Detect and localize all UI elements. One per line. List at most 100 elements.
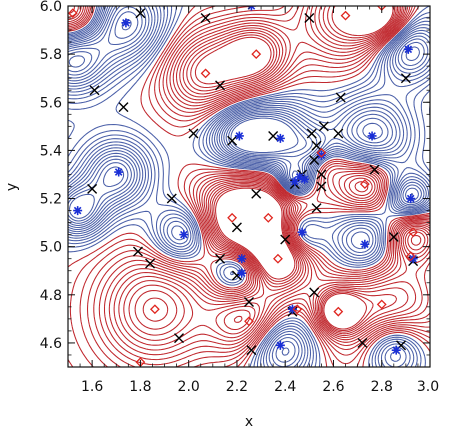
minimum-marker [121,18,131,28]
saddle-point-marker [227,135,238,146]
minimum-marker [316,150,326,160]
saddle-point-marker [316,169,327,180]
x-tick-label: 3.0 [417,379,439,395]
saddle-point-marker [246,345,257,356]
minima-contour-3 [68,6,430,367]
maximum-marker [292,304,303,315]
x-axis-label: x [245,414,253,430]
minima-contour-11 [68,6,420,224]
maxima-contour-2 [68,6,430,367]
minima-contour-7 [68,6,430,367]
saddle-point-marker [174,333,185,344]
y-tick-label: 4.6 [40,336,62,352]
saddle-point-marker [244,297,254,308]
minimum-marker [295,172,305,182]
saddle-point-marker [369,164,380,175]
maximum-marker [149,304,160,315]
minima-contour-9 [68,6,429,356]
saddle-point-marker [311,140,322,151]
saddle-point-marker [215,253,226,264]
x-tick-label: 1.6 [81,379,103,395]
saddle-point-marker [318,121,329,132]
y-tick-label: 5.4 [40,143,62,159]
saddle-point-marker [304,13,315,24]
maxima-contour-5 [68,6,430,366]
saddle-point-marker [388,232,399,243]
x-tick-labels: 1.6 1.8 2.0 2.2 2.4 2.6 2.8 3.0 [81,379,439,395]
minimum-marker [300,174,310,184]
minimum-marker [367,131,377,141]
saddle-point-marker [188,128,199,139]
maxima-contour-12 [134,6,426,332]
saddle-point-marker [145,258,156,269]
maxima-contour-13 [142,6,422,330]
saddle-point-marker [135,8,146,19]
minimum-marker [275,133,285,143]
saddle-point-marker [89,85,100,96]
saddle-point-marker [280,234,291,245]
saddle-point-marker [132,246,143,257]
minimum-marker [73,206,83,216]
maximum-marker [263,212,274,223]
maximum-marker [244,316,254,327]
y-tick-label: 5.6 [40,95,62,111]
saddle-point-marker [200,13,211,24]
saddle-point-marker [316,181,327,192]
maximum-marker [227,212,238,223]
saddle-point-marker [306,128,317,139]
y-tick-label: 5.0 [40,240,62,256]
minimum-marker [290,177,300,187]
axis-ticks [67,5,431,368]
y-tick-label: 4.8 [40,288,62,304]
saddle-point-marker [166,193,177,204]
minimum-marker [297,227,307,237]
y-axis-label: y [4,183,20,191]
x-tick-label: 1.8 [129,379,151,395]
minimum-marker [234,131,244,141]
minima-contour-12 [68,11,383,222]
maxima-contour-1 [68,6,430,367]
contour-lines [68,6,430,367]
minima-contour-13 [68,18,299,219]
saddle-point-marker [251,188,262,199]
maximum-marker [200,68,211,79]
minimum-marker [114,167,124,177]
saddle-point-marker [309,287,320,298]
saddle-point-marker [400,73,411,84]
maximum-marker [251,49,262,60]
minima-contour-0 [68,6,430,367]
minima-contour-10 [68,6,425,227]
minimum-marker [179,230,189,240]
x-tick-label: 2.8 [371,379,393,395]
y-tick-labels: 4.6 4.8 5.0 5.2 5.4 5.6 5.8 6.0 [40,0,62,352]
maximum-marker [405,251,416,262]
maxima-contour-11 [128,6,429,336]
saddle-point-marker [357,337,368,348]
minimum-marker [275,340,285,350]
y-tick-label: 5.2 [40,192,62,208]
minimum-marker [237,254,247,264]
saddle-point-marker [87,183,98,194]
maximum-marker [359,179,370,190]
maxima-contour-8 [68,6,430,351]
minima-contour-1 [68,6,430,367]
y-tick-label: 6.0 [40,0,62,15]
maximum-marker [376,299,387,310]
maximum-marker [408,227,419,238]
minimum-marker [237,268,247,278]
minimum-marker [360,239,370,249]
maximum-marker [273,253,283,264]
x-tick-label: 2.2 [226,379,248,395]
x-tick-label: 2.4 [274,379,296,395]
minima-contour-8 [68,6,430,363]
x-tick-label: 2.6 [322,379,344,395]
saddle-point-marker [231,222,242,233]
saddle-point-marker [333,128,344,139]
x-tick-label: 2.0 [178,379,200,395]
minimum-marker [391,345,401,355]
saddle-point-marker [215,80,226,91]
saddle-point-marker [118,102,129,113]
maxima-contour-3 [68,6,430,367]
maxima-contour-9 [68,6,430,346]
